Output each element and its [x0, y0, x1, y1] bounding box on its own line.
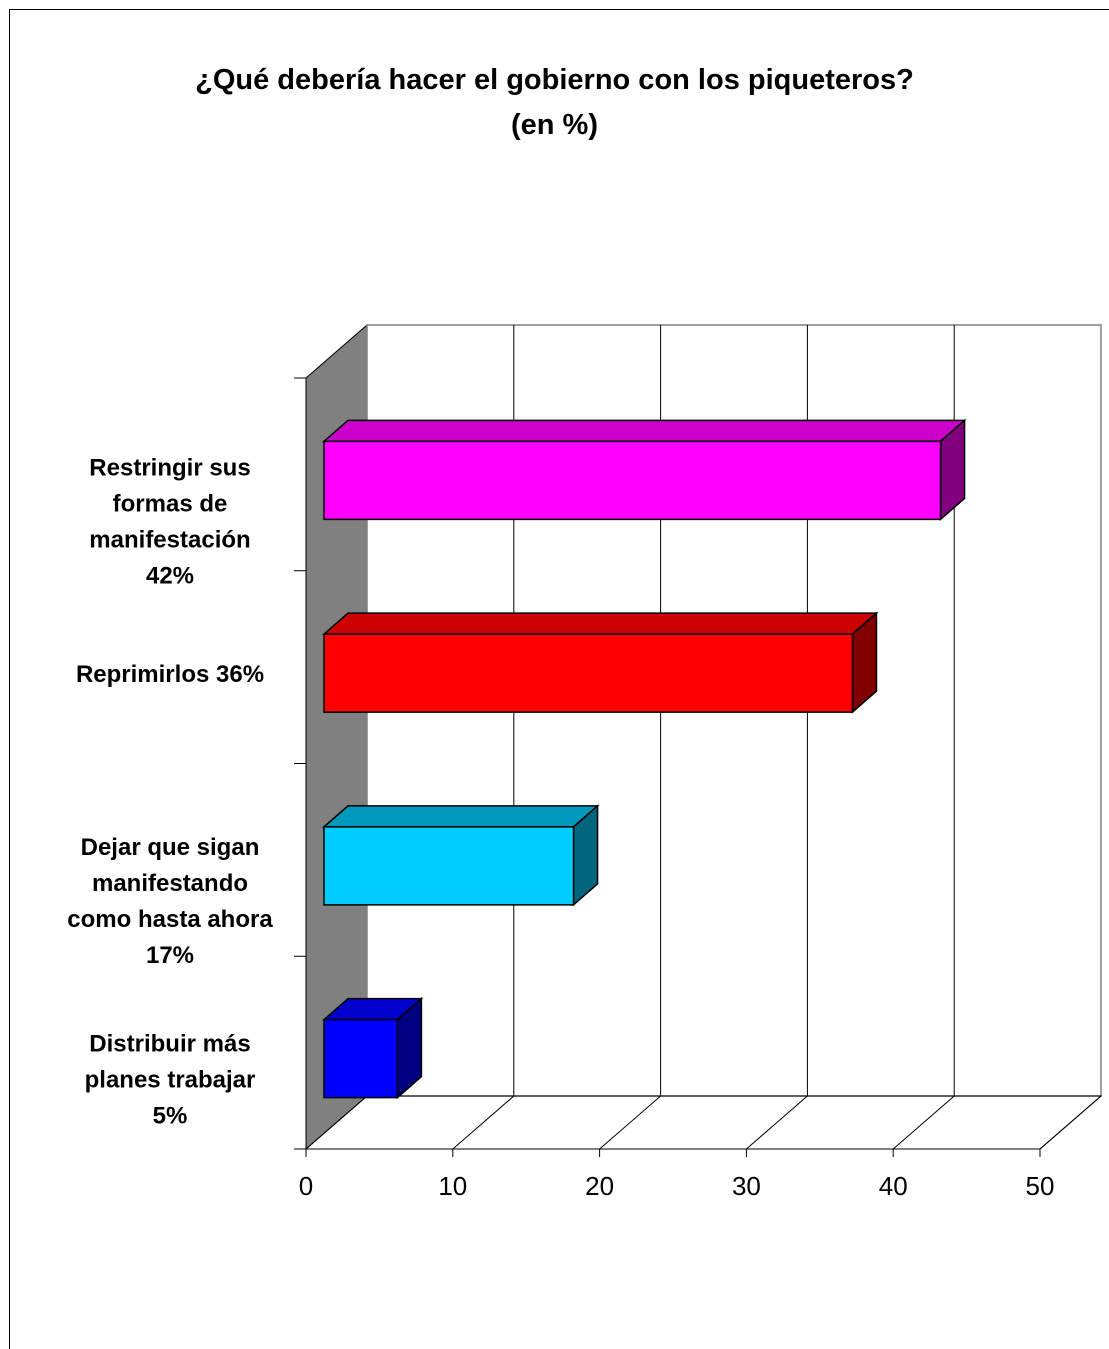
x-tick-label: 50 [1026, 1171, 1055, 1201]
category-label: manifestación [89, 526, 250, 553]
floor-gridline [599, 1095, 661, 1150]
floor-gridline [1039, 1095, 1102, 1150]
bar [323, 633, 854, 713]
bar [323, 440, 942, 521]
category-label: 5% [153, 1103, 188, 1130]
bar [323, 1018, 399, 1099]
bar-top-face [322, 419, 967, 443]
x-tick-label: 20 [585, 1171, 614, 1201]
chart-title-line-1: ¿Qué debería hacer el gobierno con los p… [195, 64, 914, 96]
floor-gridline [892, 1095, 955, 1150]
chart-frame [9, 9, 1109, 1349]
category-label: como hasta ahora [67, 906, 273, 933]
floor [304, 1095, 1103, 1150]
x-tick-label: 10 [438, 1171, 467, 1201]
x-tick-label: 40 [879, 1171, 908, 1201]
floor-gridline [452, 1095, 515, 1150]
category-label: Dejar que sigan [81, 834, 260, 861]
floor-gridline [746, 1095, 808, 1150]
category-label: manifestando [92, 870, 248, 897]
chart-title-line-2: (en %) [511, 109, 598, 141]
category-label: formas de [113, 490, 228, 517]
bar [323, 826, 575, 906]
category-label: 17% [146, 942, 194, 969]
chart-title: ¿Qué debería hacer el gobierno con los p… [0, 58, 1109, 148]
x-tick-label: 0 [299, 1171, 313, 1201]
x-tick-label: 30 [732, 1171, 761, 1201]
category-label: Restringir sus [89, 454, 250, 481]
bar-top-face [322, 805, 600, 828]
category-label: Distribuir más [89, 1031, 250, 1058]
category-label: 42% [146, 562, 194, 589]
category-label: Reprimirlos 36% [76, 661, 264, 688]
category-label: planes trabajar [85, 1067, 256, 1094]
bar-top-face [322, 612, 879, 635]
